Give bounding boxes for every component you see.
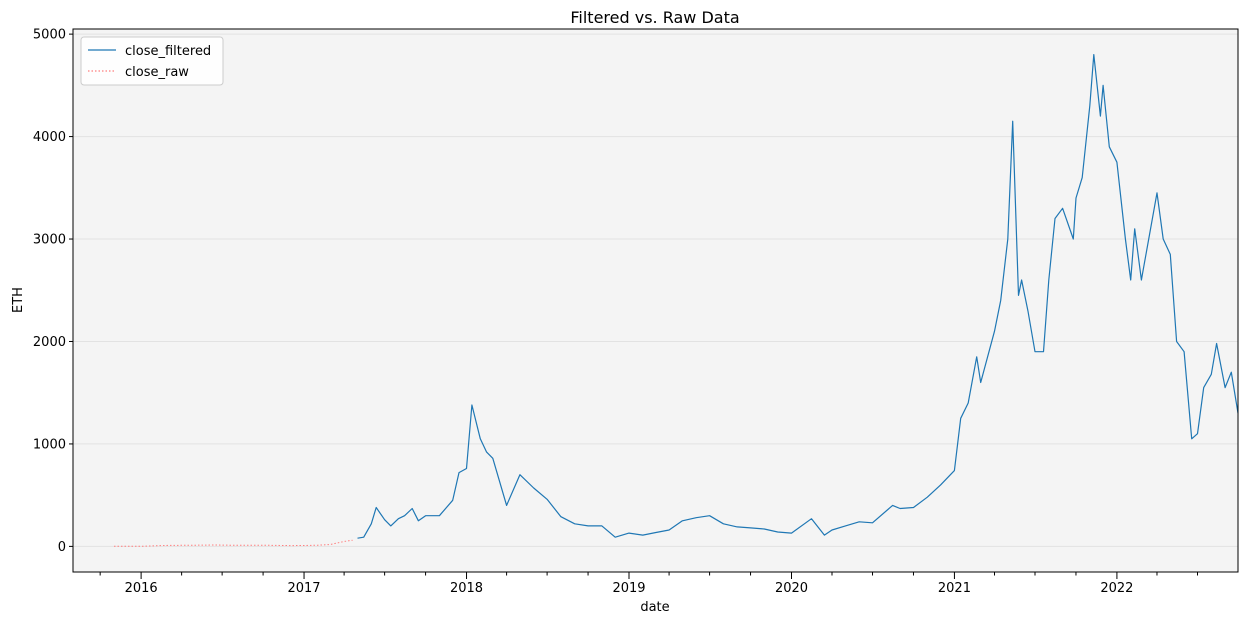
chart-title: Filtered vs. Raw Data [570, 8, 739, 27]
x-tick-label: 2020 [775, 581, 808, 596]
plot-area [73, 29, 1238, 572]
series-layer [114, 53, 1239, 547]
x-tick-label: 2021 [938, 581, 971, 596]
x-tick-label: 2019 [612, 581, 645, 596]
x-tick-label: 2018 [450, 581, 483, 596]
legend-label-close-raw: close_raw [125, 65, 189, 80]
series-line-close-filtered [357, 53, 1239, 539]
x-ticks: 2016 2017 2018 2019 2020 2021 2022 [99, 572, 1198, 596]
y-axis-label: ETH [11, 287, 26, 313]
legend: close_filtered close_raw [80, 36, 224, 86]
y-tick-label: 5000 [33, 28, 66, 43]
y-tick-label: 3000 [33, 233, 66, 248]
y-tick-label: 4000 [33, 130, 66, 145]
x-tick-label: 2017 [287, 581, 320, 596]
y-tick-label: 1000 [33, 437, 66, 452]
plot-frame [72, 28, 1239, 573]
x-tick-label: 2016 [125, 581, 158, 596]
series-line-close-raw [114, 539, 353, 547]
y-tick-label: 0 [58, 540, 66, 555]
y-tick-label: 2000 [33, 335, 66, 350]
y-ticks: 0 1000 2000 3000 4000 5000 [33, 28, 73, 555]
legend-label-close-filtered: close_filtered [125, 44, 211, 59]
x-tick-label: 2022 [1100, 581, 1133, 596]
legend-box [80, 36, 224, 86]
x-axis-label: date [640, 600, 669, 615]
gridlines [73, 33, 1238, 547]
